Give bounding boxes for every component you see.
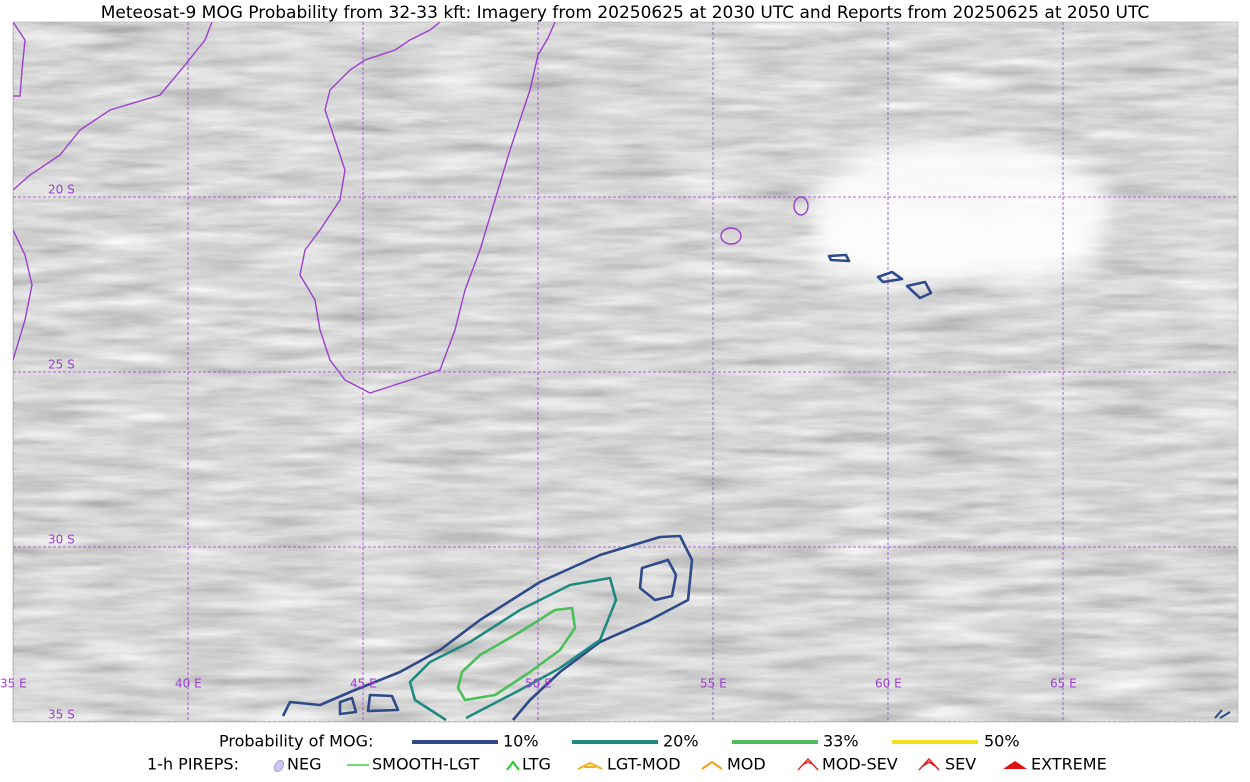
lat-label: 35 S	[48, 708, 75, 722]
coastline	[13, 22, 26, 97]
lon-label: 65 E	[1050, 677, 1077, 691]
contour-10	[281, 534, 694, 721]
legend-item: SEV	[945, 755, 976, 774]
coastline	[13, 229, 33, 361]
legend-title: Probability of MOG:	[219, 732, 373, 751]
legend-title: 1-h PIREPS:	[147, 755, 239, 774]
legend-icon	[506, 760, 520, 771]
coastline	[299, 22, 556, 394]
legend-item: SMOOTH-LGT	[372, 755, 479, 774]
lat-label: 20 S	[48, 183, 75, 197]
legend-item: 50%	[984, 732, 1020, 751]
contour-10	[638, 558, 678, 602]
island	[720, 227, 742, 245]
contour-20	[408, 576, 618, 722]
legend-icon	[701, 760, 723, 770]
legend-item: MOD	[727, 755, 766, 774]
coastline	[13, 22, 213, 191]
legend-item: NEG	[287, 755, 321, 774]
legend-item: LGT-MOD	[607, 755, 681, 774]
legend-item: MOD-SEV	[822, 755, 898, 774]
cloud-mass	[810, 140, 1110, 285]
legend-icon	[918, 757, 940, 771]
contour-33	[456, 606, 577, 702]
probability-contours	[281, 253, 933, 722]
title: Meteosat-9 MOG Probability from 32-33 kf…	[101, 3, 1150, 23]
contour-10	[827, 253, 933, 300]
legend-item: 10%	[503, 732, 539, 751]
lon-label: 35 E	[0, 677, 27, 691]
lon-label: 55 E	[700, 677, 727, 691]
legend-item: 20%	[663, 732, 699, 751]
island	[793, 196, 809, 216]
legend-icon	[797, 757, 819, 771]
report-marker	[1214, 709, 1231, 719]
legend-icon	[273, 759, 285, 773]
legend-item: EXTREME	[1031, 755, 1107, 774]
legend: Probability of MOG: 10% 20% 33% 50% 1-h …	[147, 732, 1107, 774]
lon-label: 45 E	[350, 677, 377, 691]
legend-icon	[1003, 761, 1027, 769]
legend-icon	[577, 761, 603, 770]
lon-label: 40 E	[175, 677, 202, 691]
contour-10	[338, 693, 400, 716]
lat-label: 25 S	[48, 358, 75, 372]
lat-label: 30 S	[48, 533, 75, 547]
map	[13, 22, 1238, 722]
legend-item: 33%	[823, 732, 859, 751]
lon-label: 60 E	[875, 677, 902, 691]
lon-label: 50 E	[525, 677, 552, 691]
map-frame	[12, 21, 1239, 723]
legend-item: LTG	[522, 755, 551, 774]
